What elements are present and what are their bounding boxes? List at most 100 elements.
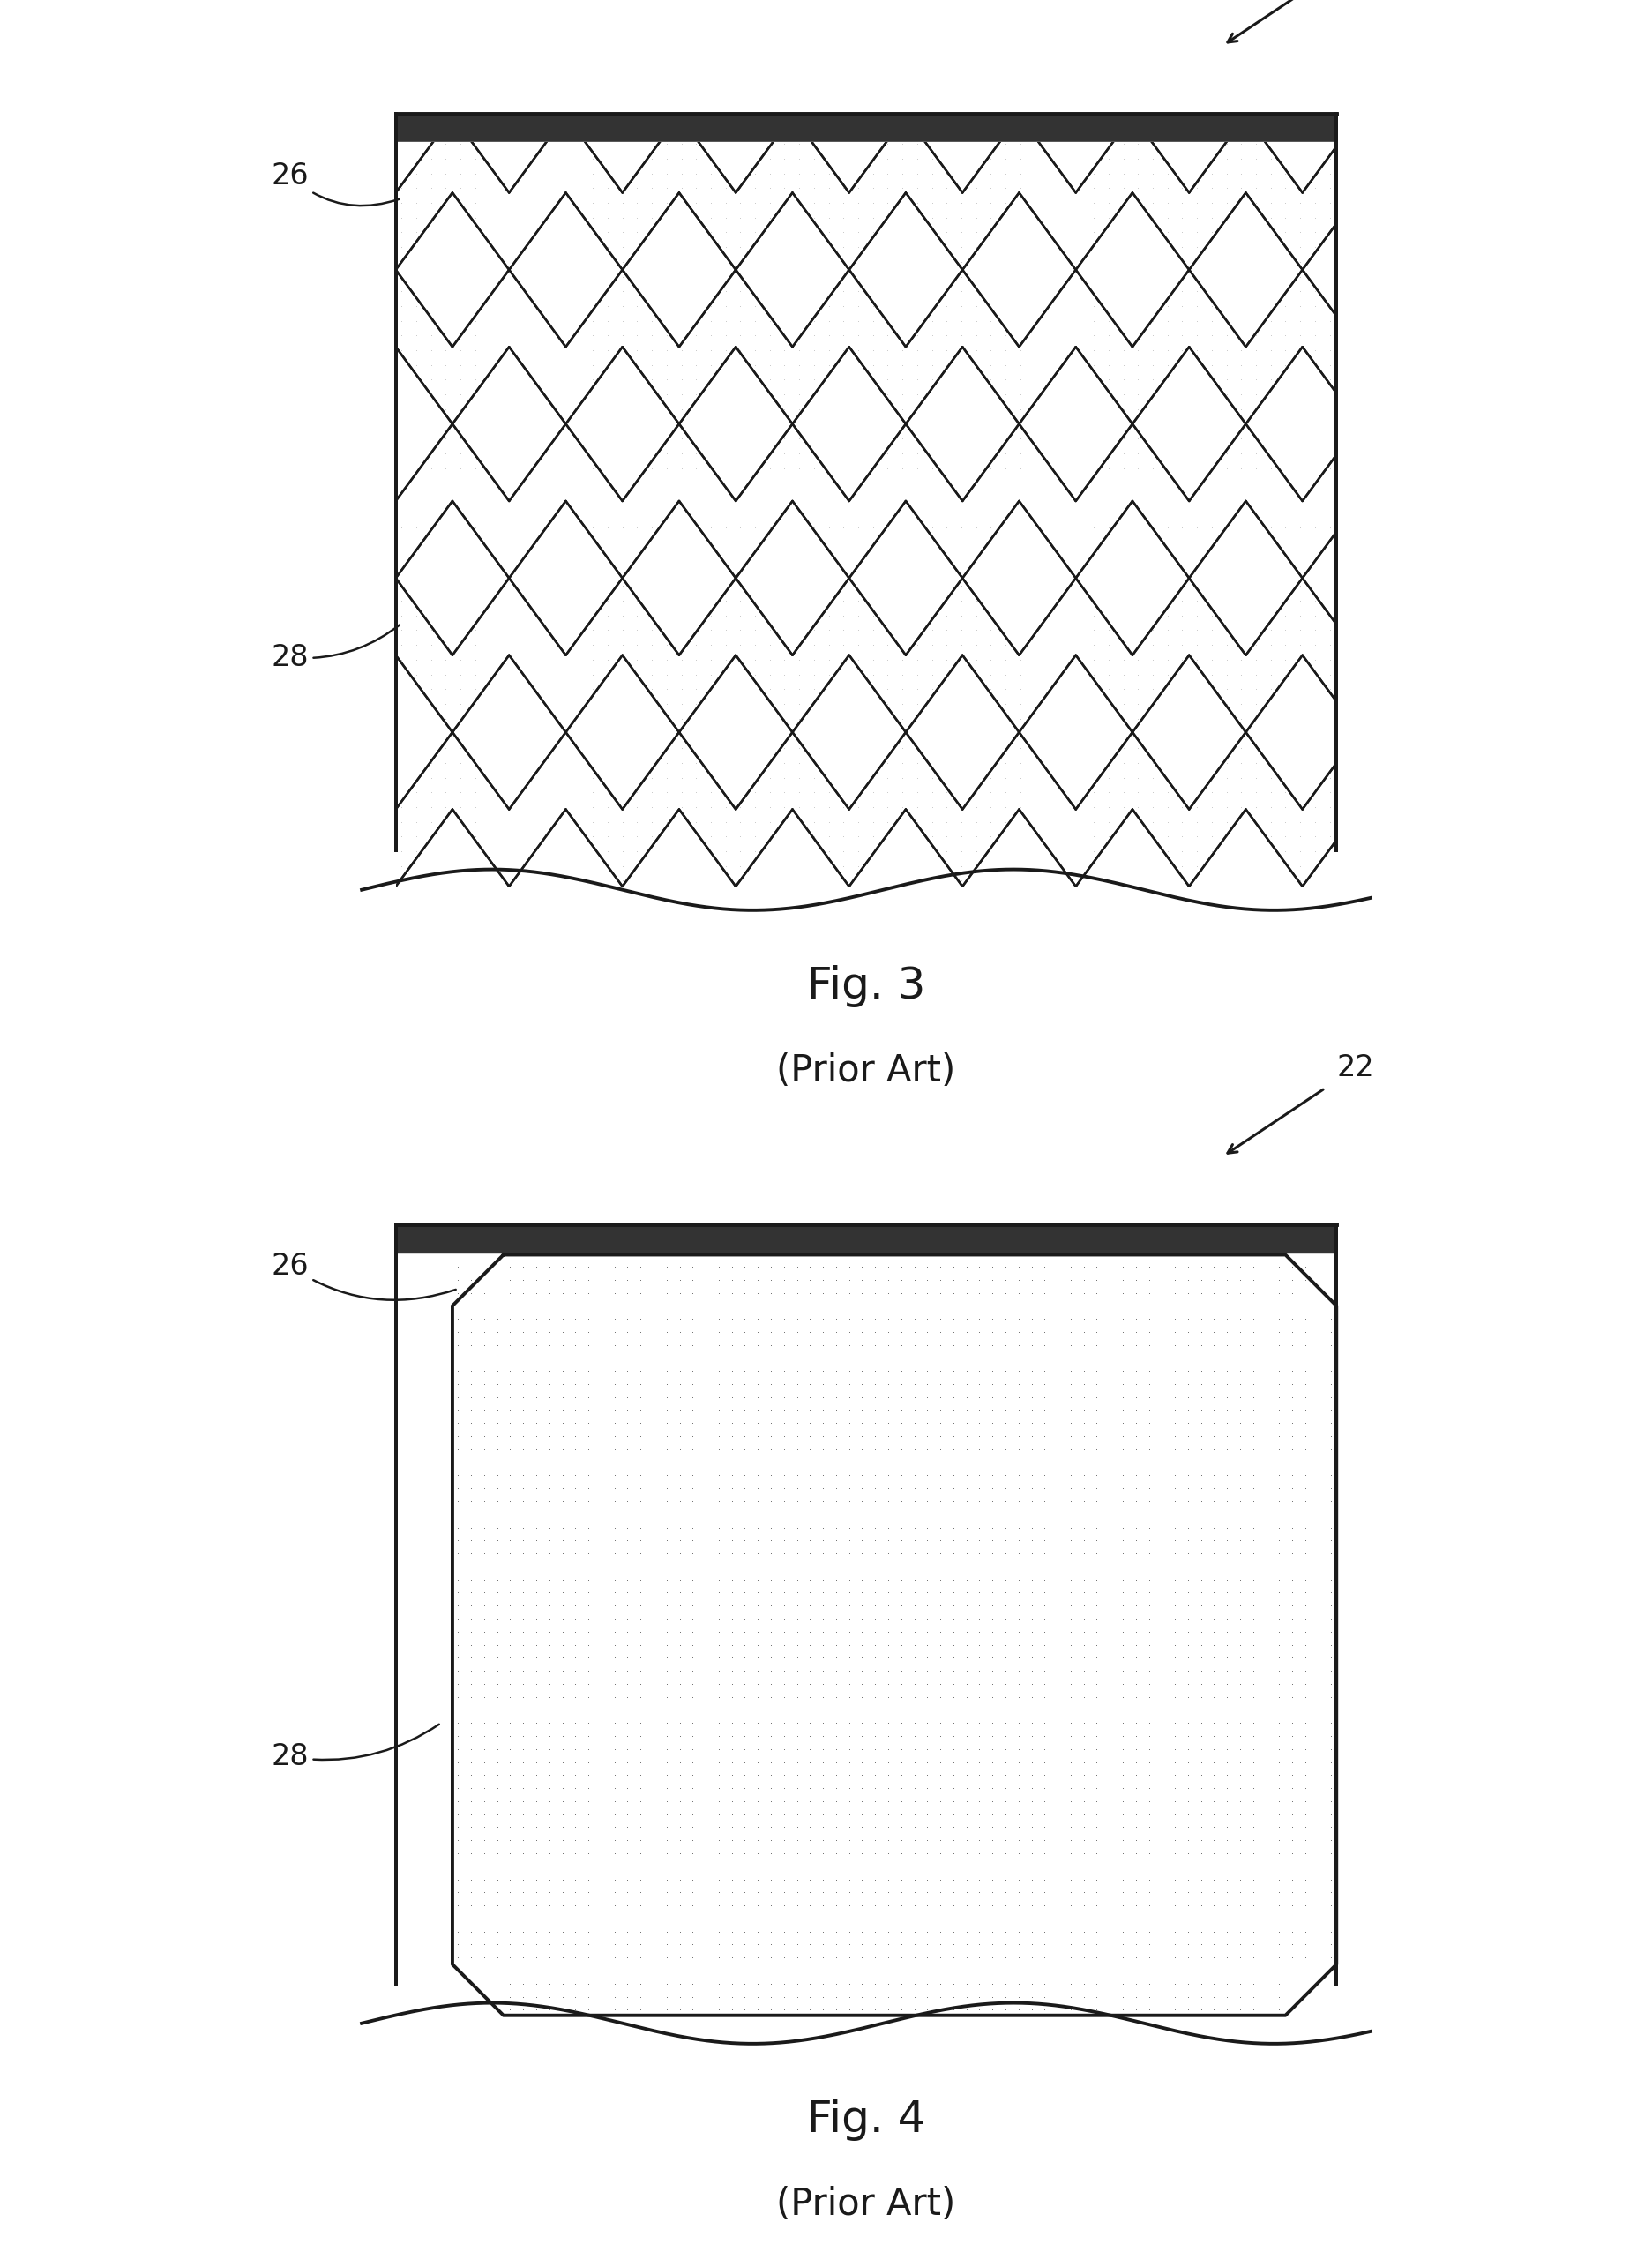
Point xyxy=(796,1795,823,1832)
Point xyxy=(623,685,649,721)
Point xyxy=(976,465,1003,501)
Point xyxy=(978,1757,1004,1793)
Point xyxy=(682,569,709,605)
Point xyxy=(948,435,975,472)
Point xyxy=(1153,141,1180,177)
Point xyxy=(510,1417,537,1453)
Point xyxy=(814,465,841,501)
Point xyxy=(610,376,636,413)
Point xyxy=(859,363,885,399)
Point xyxy=(1138,832,1165,868)
Point xyxy=(887,1614,914,1650)
Point xyxy=(623,215,649,252)
Point xyxy=(1188,1952,1214,1988)
Point xyxy=(849,1666,876,1703)
Point xyxy=(745,1458,771,1494)
Point xyxy=(520,540,547,576)
Point xyxy=(1265,1601,1292,1637)
Point xyxy=(1252,1625,1279,1662)
Point xyxy=(692,1952,719,1988)
Point xyxy=(491,156,517,193)
Point xyxy=(953,1666,980,1703)
Point xyxy=(1135,1340,1161,1376)
Point xyxy=(1168,363,1194,399)
Point xyxy=(757,1430,783,1467)
Point xyxy=(829,510,856,546)
Point xyxy=(742,596,768,632)
Point xyxy=(814,186,841,222)
Point xyxy=(497,1782,524,1818)
Point xyxy=(904,333,930,370)
Point xyxy=(940,1601,966,1637)
Point xyxy=(1213,1496,1239,1532)
Point xyxy=(823,1691,849,1727)
Point xyxy=(1315,347,1341,383)
Point xyxy=(1201,1886,1227,1922)
Point xyxy=(548,1952,575,1988)
Point xyxy=(1066,759,1092,796)
Point xyxy=(829,642,856,678)
Point xyxy=(548,1496,575,1532)
Point xyxy=(1135,1900,1161,1936)
Point xyxy=(1057,1417,1084,1453)
Point xyxy=(1161,1430,1188,1467)
Point xyxy=(1175,1952,1201,1988)
Point xyxy=(940,1678,966,1714)
Point xyxy=(1272,245,1298,281)
Point xyxy=(448,596,474,632)
Point xyxy=(1084,1430,1110,1467)
Point xyxy=(638,186,664,222)
Point xyxy=(836,1406,862,1442)
Point xyxy=(1006,376,1032,413)
Point xyxy=(403,671,430,707)
Point xyxy=(653,1993,679,2027)
Point xyxy=(1257,716,1284,753)
Point xyxy=(1021,583,1047,619)
Point xyxy=(1044,1573,1070,1610)
Point xyxy=(506,170,532,206)
Point xyxy=(1080,274,1107,311)
Point xyxy=(1080,258,1107,295)
Point xyxy=(874,1365,900,1401)
Point xyxy=(966,1848,993,1884)
Point xyxy=(978,1809,1004,1845)
Point xyxy=(615,1392,641,1428)
Point xyxy=(836,1573,862,1610)
Point xyxy=(940,1927,966,1963)
Point xyxy=(1108,1288,1135,1324)
Point xyxy=(628,1365,654,1401)
Point xyxy=(1161,1417,1188,1453)
Point xyxy=(844,583,871,619)
Point xyxy=(418,229,444,265)
Point xyxy=(623,422,649,458)
Point xyxy=(1153,186,1180,222)
Point xyxy=(861,1288,887,1324)
Point xyxy=(1239,1625,1265,1662)
Point xyxy=(1080,199,1107,236)
Point xyxy=(1302,671,1328,707)
Point xyxy=(471,1666,497,1703)
Point xyxy=(757,848,783,884)
Point xyxy=(786,274,813,311)
Point xyxy=(1302,775,1328,812)
Point xyxy=(638,848,664,884)
Point xyxy=(1213,612,1239,648)
Point xyxy=(1252,1378,1279,1415)
Point xyxy=(836,1469,862,1505)
Point xyxy=(476,465,502,501)
Point xyxy=(1080,304,1107,340)
Point xyxy=(491,642,517,678)
Point xyxy=(520,199,547,236)
Point xyxy=(444,1705,471,1741)
Point xyxy=(1239,1718,1265,1755)
Point xyxy=(1183,376,1209,413)
Point xyxy=(1272,465,1298,501)
Point xyxy=(809,1900,836,1936)
Point xyxy=(588,1378,615,1415)
Point xyxy=(1006,832,1032,868)
Point xyxy=(697,199,724,236)
Point xyxy=(1036,494,1062,530)
Point xyxy=(1242,789,1269,825)
Point xyxy=(497,1430,524,1467)
Point xyxy=(849,1301,876,1338)
